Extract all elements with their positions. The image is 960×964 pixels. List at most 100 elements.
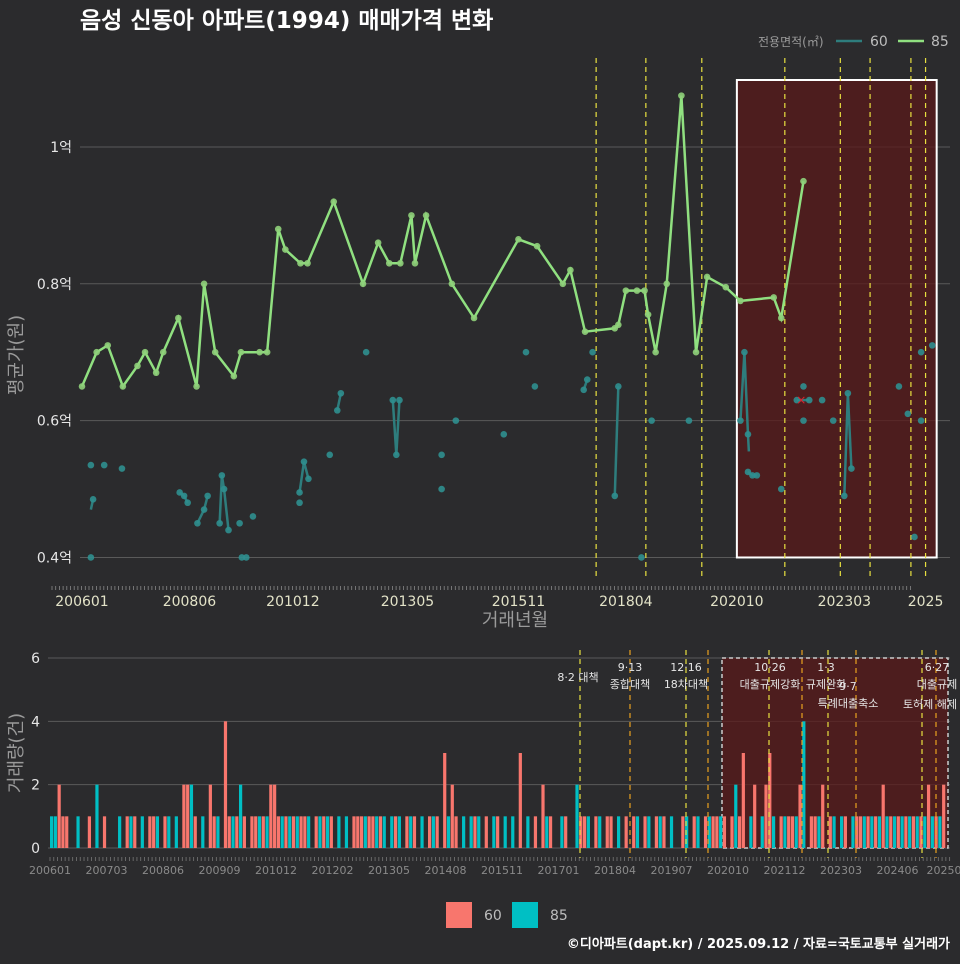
- volume-bar-85: [575, 785, 578, 848]
- series-60-point: [819, 397, 826, 404]
- series-85-point: [142, 349, 149, 356]
- volume-bar-60: [844, 816, 847, 848]
- volume-x-tick-label: 201701: [538, 864, 580, 877]
- volume-bar-85: [318, 816, 321, 848]
- volume-bar-85: [761, 816, 764, 848]
- series-60-point: [754, 472, 761, 479]
- series-85-point: [663, 280, 670, 287]
- highlight-period-box: [737, 80, 937, 557]
- volume-bar-85: [76, 816, 79, 848]
- volume-bar-60: [549, 816, 552, 848]
- volume-bar-85: [636, 816, 639, 848]
- volume-y-tick-label: 4: [31, 714, 40, 730]
- y-axis-title: 평균가(원): [6, 315, 27, 395]
- series-60-point: [389, 397, 396, 404]
- series-85-point: [641, 287, 648, 294]
- volume-bar-85: [492, 816, 495, 848]
- x-tick-label: 202303: [818, 594, 871, 610]
- series-85-point: [449, 280, 456, 287]
- volume-bar-85: [326, 816, 329, 848]
- series-60-point: [243, 554, 250, 561]
- volume-bar-85: [908, 816, 911, 848]
- volume-bar-60: [213, 816, 216, 848]
- y-tick-label: 0.4억: [37, 550, 72, 566]
- volume-bar-60: [534, 816, 537, 848]
- volume-bar-60: [315, 816, 318, 848]
- series-60-point: [745, 431, 752, 438]
- volume-x-tick-label: 201511: [481, 864, 523, 877]
- volume-bar-60: [753, 785, 756, 848]
- policy-label: 대출규제: [917, 678, 957, 691]
- volume-bar-60: [897, 816, 900, 848]
- series-85-point: [678, 92, 685, 99]
- series-85-point: [704, 274, 711, 281]
- volume-bar-60: [912, 816, 915, 848]
- volume-bar-60: [723, 816, 726, 848]
- series-85-point: [212, 349, 219, 356]
- volume-x-tick-label: 201305: [368, 864, 410, 877]
- volume-bar-85: [863, 816, 866, 848]
- series-60-point: [584, 376, 591, 383]
- volume-bar-85: [201, 816, 204, 848]
- series-60-point: [896, 383, 903, 390]
- series-60-point: [686, 417, 693, 424]
- volume-bar-85: [749, 816, 752, 848]
- volume-bar-60: [583, 816, 586, 848]
- volume-bar-60: [299, 816, 302, 848]
- volume-bar-60: [235, 816, 238, 848]
- series-85-point: [408, 212, 415, 219]
- volume-bar-85: [307, 816, 310, 848]
- series-85-point: [264, 349, 271, 356]
- x-tick-label: 201305: [381, 594, 434, 610]
- volume-bar-85: [167, 816, 170, 848]
- series-60-point: [438, 486, 445, 493]
- series-60-point: [363, 349, 370, 356]
- series-85-point: [423, 212, 430, 219]
- x-tick-label: 202010: [710, 594, 763, 610]
- volume-x-tick-label: 200601: [29, 864, 71, 877]
- volume-x-tick-label: 201012: [255, 864, 297, 877]
- series-60-point: [638, 554, 645, 561]
- policy-label: 9·7: [839, 680, 857, 693]
- volume-bar-60: [681, 816, 684, 848]
- series-60-point: [911, 534, 918, 541]
- volume-bar-60: [360, 816, 363, 848]
- volume-bar-85: [795, 816, 798, 848]
- series-85-point: [160, 349, 167, 356]
- y-tick-label: 1억: [50, 140, 72, 156]
- volume-bar-60: [322, 816, 325, 848]
- series-60-point: [296, 489, 303, 496]
- volume-bar-60: [405, 816, 408, 848]
- policy-label: 종합대책: [610, 678, 650, 691]
- volume-bar-85: [923, 816, 926, 848]
- series-85-point: [623, 287, 630, 294]
- series-60-point: [236, 520, 243, 527]
- x-tick-label: 200806: [163, 594, 217, 610]
- volume-bar-85: [670, 816, 673, 848]
- volume-y-tick-label: 2: [31, 778, 40, 794]
- volume-bar-85: [832, 816, 835, 848]
- volume-bar-60: [277, 816, 280, 848]
- series-60-point: [589, 349, 596, 356]
- volume-bar-60: [473, 816, 476, 848]
- x-tick-label: 201511: [492, 594, 545, 610]
- volume-bar-85: [938, 816, 941, 848]
- series-85-point: [238, 349, 245, 356]
- policy-label: 12·16: [670, 661, 702, 674]
- series-60-point: [184, 499, 191, 506]
- volume-bar-60: [519, 753, 522, 848]
- series-85-point: [193, 383, 200, 390]
- series-85-point: [386, 260, 393, 267]
- volume-bar-60: [780, 816, 783, 848]
- series-60-point: [326, 452, 333, 459]
- policy-label: 토허제 해제: [903, 697, 957, 711]
- volume-bar-60: [866, 816, 869, 848]
- footer-credit: ©디아파트(dapt.kr) / 2025.09.12 / 자료=국토교통부 실…: [567, 936, 950, 952]
- volume-bar-60: [791, 816, 794, 848]
- series-85-point: [153, 369, 160, 376]
- series-60-point: [396, 397, 403, 404]
- volume-bar-60: [330, 816, 333, 848]
- volume-bar-85: [696, 816, 699, 848]
- volume-bar-85: [885, 816, 888, 848]
